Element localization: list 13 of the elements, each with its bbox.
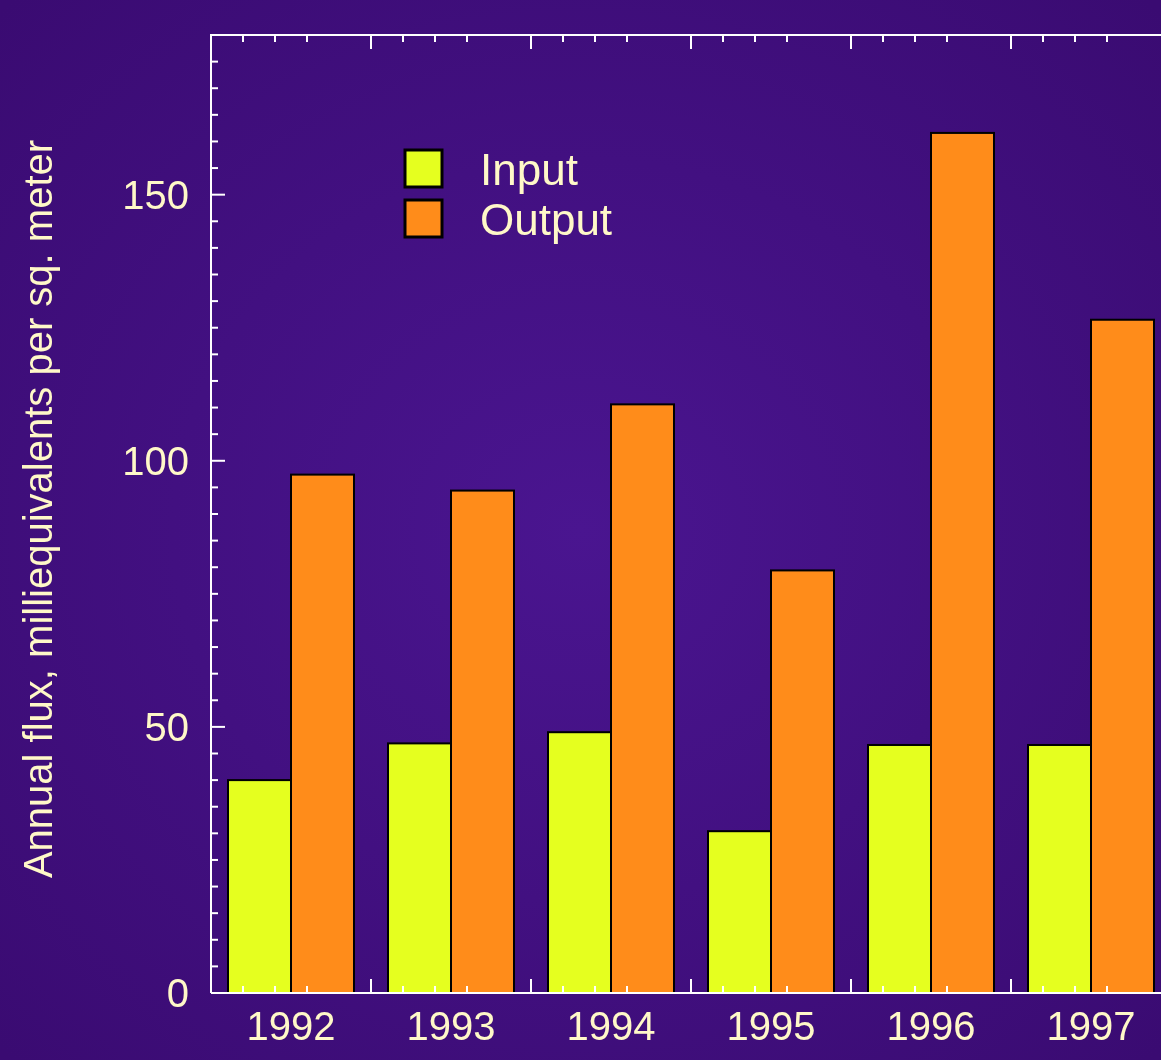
y-tick-label: 150 — [122, 172, 189, 217]
x-tick-label: 1992 — [246, 1004, 336, 1048]
y-tick-label: 100 — [122, 438, 189, 483]
x-tick-label: 1996 — [886, 1004, 976, 1048]
x-tick-label: 1993 — [406, 1004, 496, 1048]
legend-label: Output — [480, 195, 613, 245]
y-tick-label: 50 — [144, 704, 189, 749]
y-axis-title: Annual flux, milliequivalents per sq. meter — [16, 139, 60, 879]
x-tick-label: 1994 — [566, 1004, 656, 1048]
y-tick-label: 0 — [166, 971, 189, 1015]
x-tick-label: 1997 — [1046, 1004, 1136, 1048]
x-tick-label: 1995 — [726, 1004, 816, 1048]
legend-label: Input — [480, 145, 578, 195]
